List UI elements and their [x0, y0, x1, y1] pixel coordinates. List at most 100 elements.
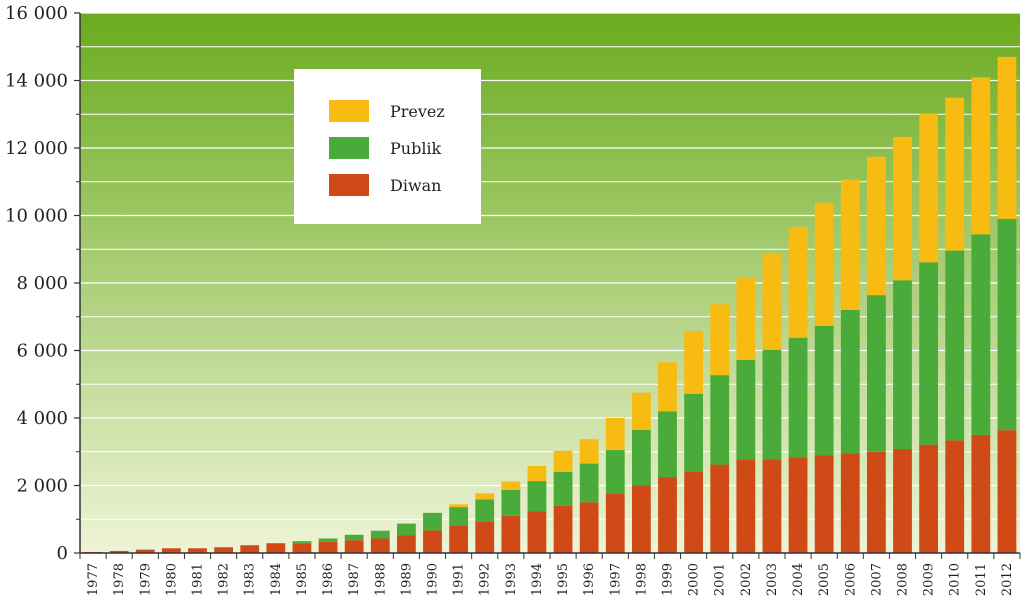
bar-publik-2010: [945, 250, 965, 441]
bar-diwan-2003: [762, 459, 782, 553]
bar-diwan-1998: [631, 485, 651, 553]
x-tick-label: 1990: [426, 563, 441, 596]
bar-prevez-1997: [605, 418, 625, 451]
legend-label-prevez: Prevez: [390, 102, 445, 121]
bar-publik-1990: [423, 512, 442, 531]
bar-prevez-2012: [997, 56, 1017, 219]
x-tick-label: 1983: [243, 563, 258, 596]
x-tick-label: 2003: [765, 563, 780, 596]
legend: Prevez Publik Diwan: [294, 69, 481, 224]
x-tick-label: 1997: [608, 563, 623, 596]
bar-diwan-2002: [736, 459, 756, 553]
legend-swatch-diwan: [329, 174, 369, 196]
bar-publik-1996: [579, 463, 599, 503]
bar-diwan-1985: [292, 543, 312, 553]
bar-prevez-2006: [840, 179, 860, 310]
x-tick-label: 2006: [843, 563, 858, 596]
bar-publik-2002: [736, 359, 756, 460]
bar-diwan-1988: [370, 538, 390, 553]
x-tick-label: 1993: [504, 563, 519, 596]
bar-prevez-2009: [919, 113, 939, 263]
x-tick-label: 2010: [948, 563, 963, 596]
bar-diwan-2007: [866, 451, 886, 553]
x-tick-label: 1984: [269, 563, 284, 596]
bar-publik-2011: [971, 234, 991, 435]
bar-diwan-2012: [997, 430, 1017, 553]
bar-diwan-1996: [579, 502, 599, 553]
bar-prevez-1996: [579, 439, 599, 464]
bar-publik-1995: [553, 472, 573, 506]
bar-diwan-1980: [161, 548, 181, 553]
bar-publik-1986: [318, 538, 338, 542]
bar-prevez-1998: [631, 392, 651, 430]
gridlines: [80, 12, 1020, 520]
bar-prevez-1991: [449, 504, 469, 508]
bar-diwan-1987: [344, 540, 364, 553]
bar-diwan-1981: [188, 548, 207, 553]
bar-diwan-2008: [893, 449, 912, 553]
y-tick-label: 2 000: [16, 476, 68, 497]
legend-label-diwan: Diwan: [390, 176, 441, 195]
x-tick-label: 1994: [530, 563, 545, 596]
y-tick-label: 14 000: [5, 71, 68, 92]
y-tick-label: 6 000: [16, 341, 68, 362]
x-tick-label: 1989: [399, 563, 414, 596]
y-tick-label: 8 000: [16, 273, 68, 294]
y-tick-label: 0: [57, 543, 68, 564]
bar-prevez-2011: [971, 77, 991, 235]
bar-diwan-2011: [971, 434, 991, 553]
bar-publik-2006: [840, 310, 860, 454]
bar-diwan-1982: [214, 547, 234, 553]
bars: [83, 56, 1017, 553]
bar-diwan-2005: [814, 455, 834, 553]
bar-prevez-2005: [814, 202, 834, 326]
bar-publik-2004: [788, 337, 808, 458]
legend-box: [294, 69, 481, 224]
legend-swatch-prevez: [329, 100, 369, 122]
x-tick-label: 1992: [478, 563, 493, 596]
bar-prevez-2001: [710, 304, 730, 376]
x-tick-label: 2005: [817, 563, 832, 596]
y-tick-label: 4 000: [16, 408, 68, 429]
bar-diwan-1990: [423, 530, 442, 553]
bar-diwan-1999: [658, 477, 677, 553]
bar-diwan-1984: [266, 543, 286, 553]
bar-prevez-2000: [684, 331, 704, 394]
bar-publik-1989: [396, 523, 416, 536]
x-tick-label: 1978: [112, 563, 127, 596]
bar-diwan-1979: [135, 549, 155, 553]
x-tick-label: 1981: [191, 563, 206, 596]
x-tick-label: 1998: [634, 563, 649, 596]
y-axis-ticks: 0 2 000 4 000 6 000 8 000 10 000 12 000 14 000 1…: [5, 3, 80, 564]
bar-publik-1994: [527, 481, 547, 512]
bar-publik-1992: [475, 499, 495, 522]
x-tick-label: 1996: [582, 563, 597, 596]
x-tick-label: 1982: [217, 563, 232, 596]
y-tick-label: 12 000: [5, 138, 68, 159]
legend-label-publik: Publik: [390, 139, 442, 158]
bar-prevez-2008: [893, 136, 912, 281]
bar-publik-2008: [893, 280, 912, 450]
bar-diwan-1989: [396, 535, 416, 553]
bar-diwan-1995: [553, 505, 573, 553]
bar-publik-1988: [370, 530, 390, 539]
bar-publik-2012: [997, 218, 1017, 431]
x-tick-label: 2002: [739, 563, 754, 596]
bar-publik-2000: [684, 393, 704, 472]
x-tick-label: 1985: [295, 563, 310, 596]
bar-prevez-2010: [945, 97, 965, 251]
bar-publik-2005: [814, 325, 834, 456]
x-tick-label: 1979: [138, 563, 153, 596]
bar-publik-2007: [866, 295, 886, 452]
bar-diwan-2001: [710, 464, 730, 553]
x-tick-label: 1999: [661, 563, 676, 596]
x-tick-label: 2004: [791, 563, 806, 596]
bar-prevez-2002: [736, 277, 756, 360]
bar-diwan-1992: [475, 521, 495, 553]
x-tick-label: 2000: [687, 563, 702, 596]
x-tick-label: 1980: [164, 563, 179, 596]
x-tick-label: 2011: [974, 563, 989, 596]
bar-diwan-1983: [240, 545, 260, 553]
bar-publik-1998: [631, 429, 651, 486]
